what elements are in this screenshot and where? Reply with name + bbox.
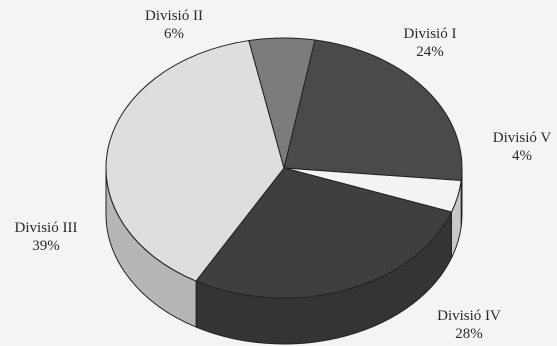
slice-value-label: 4% (512, 148, 532, 164)
slice-value-label: 39% (32, 238, 60, 254)
pie-labels: Divisió I 24% Divisió V 4% Divisió IV 28% Divi… (15, 8, 552, 342)
pie-slice-divisi-i (283, 39, 463, 182)
pie-slice-divisi-iv (195, 167, 453, 299)
slice-value-label: 24% (416, 44, 444, 60)
slice-name-label: Divisió IV (437, 308, 501, 324)
slice-name-label: Divisió I (404, 26, 457, 42)
slice-name-label: Divisió III (15, 220, 78, 236)
slice-value-label: 6% (164, 26, 184, 42)
pie-slice-divisi-ii (248, 37, 316, 170)
slice-value-label: 28% (455, 326, 483, 342)
pie-slice-divisi-iii (105, 39, 285, 282)
pie-slices (105, 37, 463, 299)
slice-name-label: Divisió V (493, 130, 552, 146)
slice-name-label: Divisió II (145, 8, 203, 24)
